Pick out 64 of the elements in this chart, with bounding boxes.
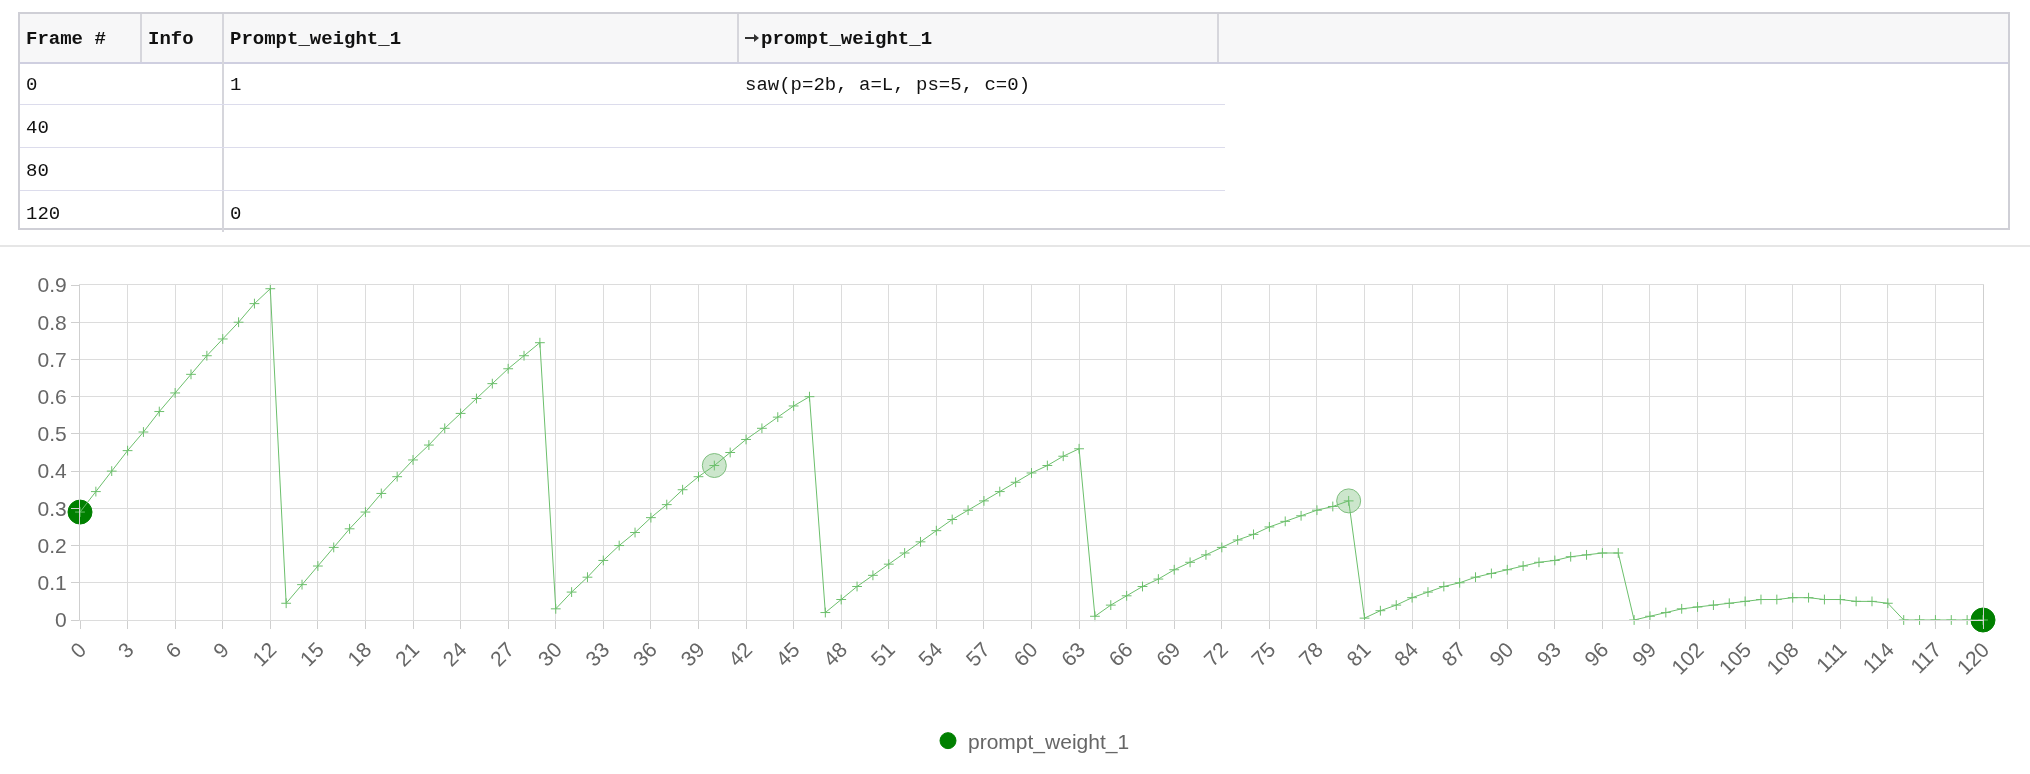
y-tick-label: 0.2: [37, 533, 67, 557]
x-tick-label: 72: [1199, 637, 1233, 671]
x-tick-label: 75: [1246, 637, 1280, 671]
x-tick-label: 30: [533, 637, 566, 671]
x-tick-label: 39: [675, 637, 709, 671]
x-tick-label: 87: [1437, 637, 1470, 671]
text: prompt_weight_1: [761, 28, 933, 50]
x-tick-label: 54: [913, 637, 947, 671]
y-tick-label: 0.4: [37, 459, 68, 483]
x-tick-label: 42: [723, 637, 757, 671]
y-tick-label: 0.3: [37, 496, 67, 520]
x-tick-label: 114: [1858, 637, 1899, 678]
text: saw(p=2b, a=L, ps=5, c=0): [745, 74, 1031, 96]
x-tick-label: 63: [1056, 637, 1090, 671]
x-tick-label: 108: [1761, 637, 1803, 679]
x-tick-label: 69: [1151, 637, 1185, 671]
x-tick-label: 45: [771, 637, 804, 671]
y-tick-label: 0.1: [37, 571, 67, 595]
point: [67, 499, 93, 525]
y-tick-label: 0.7: [37, 347, 67, 371]
text: 40: [26, 117, 49, 139]
legend-label: prompt_weight_1: [968, 729, 1130, 754]
x-tick-label: 111: [1811, 637, 1851, 677]
x-tick-label: 12: [247, 637, 281, 671]
y-tick-label: 0.6: [37, 385, 67, 409]
x-tick-label: 24: [438, 637, 472, 671]
x-tick-label: 48: [818, 637, 852, 671]
x-tick-label: 36: [628, 637, 662, 671]
x-tick-label: 33: [580, 637, 614, 671]
text: 120: [26, 203, 61, 225]
x-tick-label: 27: [485, 637, 519, 671]
x-tick-label: 6: [160, 637, 186, 663]
x-tick-label: 93: [1532, 637, 1566, 671]
x-tick-label: 99: [1627, 637, 1661, 671]
y-tick-label: 0.9: [37, 273, 67, 297]
y-tick-label: 0.5: [37, 422, 67, 446]
y-tick-label: 0.8: [37, 310, 67, 334]
text: 80: [26, 160, 49, 182]
x-tick-label: 0: [65, 637, 91, 663]
x-tick-label: 18: [342, 637, 376, 671]
x-tick-label: 60: [1008, 637, 1042, 671]
x-tick-label: 96: [1579, 637, 1613, 671]
text: Frame #: [26, 28, 106, 50]
text: 0: [230, 203, 242, 225]
x-tick-label: 90: [1484, 637, 1518, 671]
x-tick-label: 66: [1104, 637, 1137, 671]
text: Prompt_weight_1: [230, 28, 402, 50]
text: 1: [230, 74, 242, 96]
x-tick-label: 102: [1666, 637, 1708, 679]
point: [1970, 607, 1996, 633]
x-tick-label: 15: [295, 637, 329, 671]
x-tick-label: 3: [113, 637, 138, 663]
y-tick-label: 0: [55, 608, 67, 632]
x-tick-label: 105: [1714, 637, 1756, 679]
x-tick-label: 21: [390, 637, 424, 671]
x-tick-label: 117: [1905, 637, 1946, 678]
x-tick-label: 78: [1294, 637, 1328, 671]
x-tick-label: 51: [866, 637, 900, 671]
x-tick-label: 120: [1952, 637, 1994, 679]
text: Info: [148, 28, 194, 50]
x-tick-label: 84: [1389, 637, 1423, 671]
x-tick-label: 57: [961, 637, 995, 671]
x-tick-label: 9: [208, 637, 233, 663]
x-tick-label: 81: [1341, 637, 1375, 671]
